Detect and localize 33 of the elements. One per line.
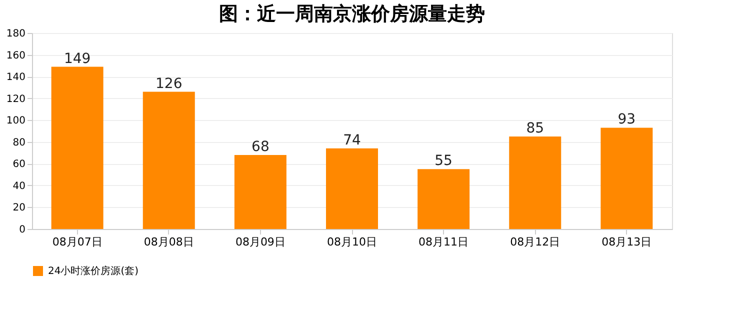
y-tick-label: 0: [19, 224, 26, 236]
x-tick-label: 08月09日: [235, 236, 286, 248]
y-tick-label: 160: [6, 50, 26, 62]
x-tick-label: 08月07日: [52, 236, 102, 248]
data-label: 85: [526, 120, 544, 136]
data-label: 93: [618, 112, 636, 128]
data-label: 68: [252, 138, 270, 155]
x-tick-label: 08月08日: [144, 236, 194, 248]
data-label: 149: [64, 50, 91, 67]
bar: [600, 128, 653, 229]
y-tick-label: 180: [6, 28, 26, 40]
data-label: 74: [343, 132, 361, 148]
x-tick-label: 08月12日: [510, 236, 560, 248]
data-label: 55: [434, 153, 452, 170]
bar: [234, 154, 286, 229]
y-tick-label: 100: [6, 116, 26, 127]
bar: [509, 136, 562, 229]
chart-title: 图：近一周南京涨价房源量走势: [219, 3, 485, 25]
bar: [51, 66, 104, 229]
y-tick-label: 40: [12, 180, 26, 192]
x-tick-label: 08月10日: [327, 236, 377, 248]
bar: [418, 169, 470, 229]
y-tick-label: 20: [12, 202, 26, 214]
data-label: 126: [156, 76, 182, 92]
y-tick-label: 120: [6, 94, 26, 105]
x-tick-label: 08月13日: [602, 236, 652, 248]
y-tick-label: 80: [12, 137, 26, 148]
y-tick-label: 140: [6, 72, 26, 84]
y-tick-label: 60: [12, 159, 26, 170]
legend-label: 24小时涨价房源(套): [48, 265, 139, 277]
bar: [142, 92, 195, 229]
bar: [326, 148, 378, 229]
x-tick-label: 08月11日: [418, 236, 469, 248]
